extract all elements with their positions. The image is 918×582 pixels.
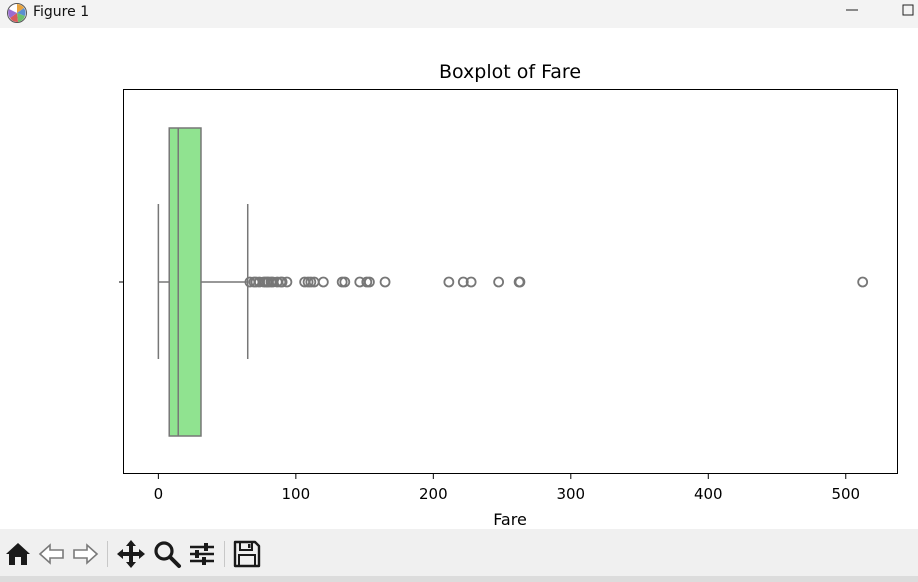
x-tick-label: 300: [556, 485, 585, 503]
interquartile-box: [168, 127, 202, 437]
move-icon[interactable]: [116, 539, 146, 569]
outlier-point: [317, 276, 329, 288]
maximize-icon[interactable]: [894, 0, 918, 24]
toolbar-separator: [224, 541, 225, 567]
arrow-left-icon[interactable]: [37, 539, 67, 569]
figure-canvas[interactable]: Boxplot of Fare Fare 0 100 200 300 400 500: [0, 28, 918, 529]
outlier-point: [857, 276, 869, 288]
toolbar-separator: [107, 541, 108, 567]
outlier-point: [379, 276, 391, 288]
minimize-icon[interactable]: [838, 0, 866, 24]
window-title: Figure 1: [33, 4, 90, 20]
sliders-icon[interactable]: [187, 539, 217, 569]
search-icon[interactable]: [152, 539, 182, 569]
home-icon[interactable]: [3, 539, 33, 569]
outlier-point: [457, 276, 469, 288]
arrow-right-icon[interactable]: [70, 539, 100, 569]
boxplot-chart: Boxplot of Fare Fare 0 100 200 300 400 500: [119, 61, 898, 529]
outlier-point: [493, 276, 505, 288]
x-tick-label: 500: [831, 485, 860, 503]
x-tick-label: 0: [154, 485, 164, 503]
outlier-point: [339, 276, 351, 288]
outlier-point: [281, 276, 293, 288]
x-tick-label: 200: [419, 485, 448, 503]
outlier-point: [276, 276, 288, 288]
outlier-point: [305, 276, 317, 288]
window-titlebar: Figure 1: [0, 0, 918, 28]
window-bottom-edge: [0, 576, 918, 582]
save-icon[interactable]: [232, 539, 262, 569]
matplotlib-logo-icon: [7, 3, 27, 23]
outlier-point: [465, 276, 477, 288]
chart-title: Boxplot of Fare: [439, 61, 581, 83]
navigation-toolbar: [0, 529, 918, 582]
outlier-point: [443, 276, 455, 288]
outlier-point: [514, 276, 526, 288]
x-axis-label: Fare: [493, 510, 527, 529]
x-tick-label: 400: [694, 485, 723, 503]
x-tick-label: 100: [282, 485, 311, 503]
outlier-point: [363, 276, 375, 288]
